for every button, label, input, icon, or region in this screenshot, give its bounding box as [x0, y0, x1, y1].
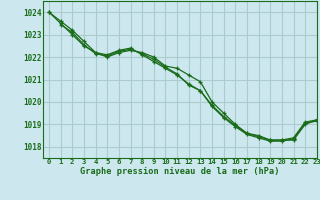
X-axis label: Graphe pression niveau de la mer (hPa): Graphe pression niveau de la mer (hPa): [80, 167, 280, 176]
